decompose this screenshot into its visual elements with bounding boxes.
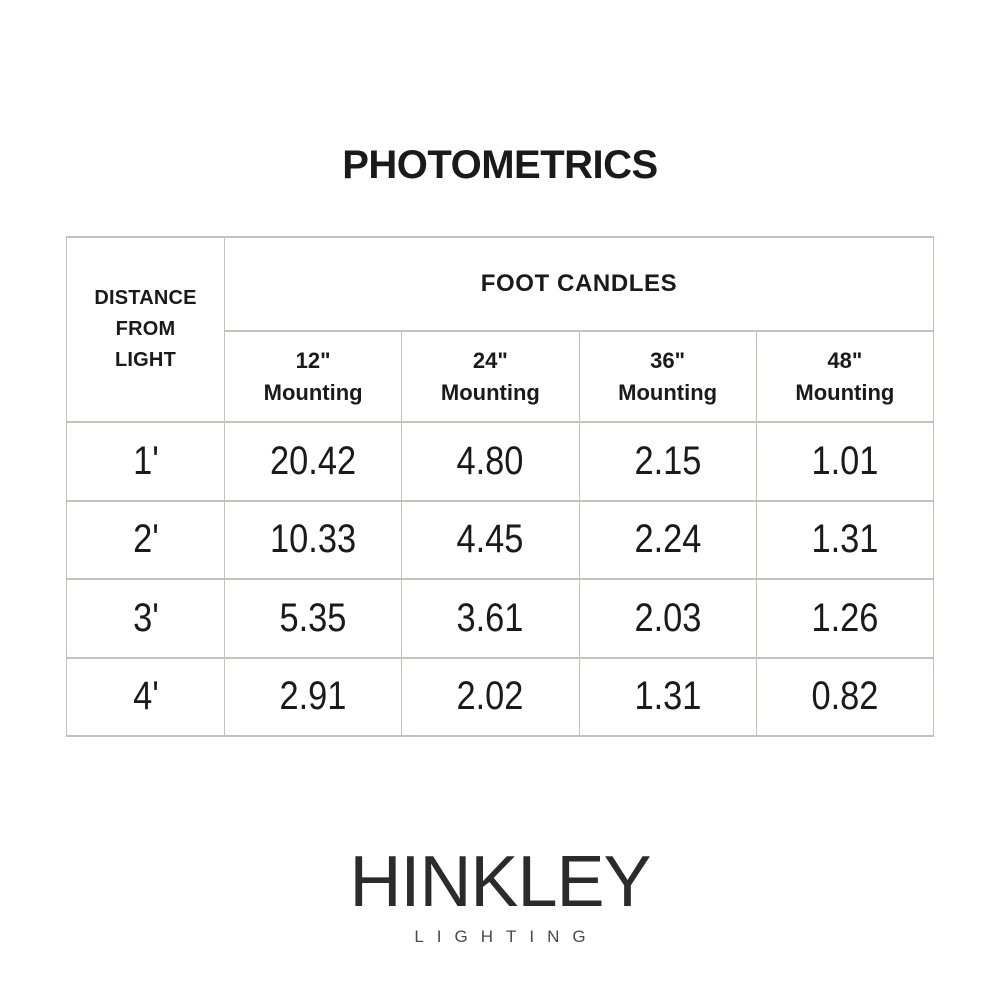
foot-candles-cell: 2.24 (578, 499, 757, 580)
mounting-word-label: Mounting (440, 379, 540, 405)
foot-candles-cell: 1.31 (755, 499, 935, 580)
brand-wordmark: HINKLEY (349, 842, 651, 922)
foot-candles-cell: 0.82 (755, 656, 935, 737)
distance-cell: 2' (66, 499, 225, 580)
foot-candles-value: 2.02 (456, 674, 524, 719)
foot-candles-cell: 2.15 (578, 421, 757, 502)
foot-candles-value: 1.01 (811, 438, 879, 483)
foot-candles-value: 2.03 (634, 595, 702, 640)
foot-candles-value: 4.45 (456, 517, 524, 562)
column-header-48in-mounting: 48" Mounting (755, 330, 935, 423)
table-header-row-group: DISTANCE FROM LIGHT FOOT CANDLES (66, 236, 934, 423)
hinkley-logo: HINKLEY LIGHTING (0, 846, 1000, 947)
foot-candles-cell: 1.01 (755, 421, 935, 502)
table-row: 4' 2.91 2.02 1.31 0.82 (66, 656, 935, 737)
distance-value: 1' (132, 438, 159, 483)
mounting-size-label: 12" (295, 347, 331, 373)
foot-candles-value: 20.42 (270, 438, 357, 483)
mounting-size-label: 24" (472, 347, 508, 373)
foot-candles-cell: 5.35 (223, 578, 403, 659)
foot-candles-cell: 2.02 (401, 656, 580, 737)
foot-candles-group-header: FOOT CANDLES (224, 236, 934, 332)
brand-subtitle: LIGHTING (414, 927, 599, 946)
foot-candles-cell: 2.91 (223, 656, 403, 737)
foot-candles-cell: 3.61 (401, 578, 580, 659)
table-row: 2' 10.33 4.45 2.24 1.31 (66, 499, 935, 580)
table-row: 3' 5.35 3.61 2.03 1.26 (66, 578, 935, 659)
distance-header-line: LIGHT (115, 349, 176, 371)
foot-candles-value: 1.26 (811, 595, 879, 640)
foot-candles-value: 5.35 (279, 595, 347, 640)
foot-candles-value: 4.80 (456, 438, 524, 483)
page-title: PHOTOMETRICS (342, 143, 658, 187)
column-header-12in-mounting: 12" Mounting (223, 330, 403, 423)
foot-candles-cell: 4.80 (401, 421, 580, 502)
distance-value: 3' (132, 595, 159, 640)
foot-candles-cell: 10.33 (223, 499, 403, 580)
table-header-row-columns: 12" Mounting 24" Mounting 36" Mounting 4… (67, 330, 935, 423)
mounting-word-label: Mounting (263, 379, 363, 405)
distance-cell: 3' (66, 578, 225, 659)
distance-value: 4' (132, 674, 159, 719)
foot-candles-value: 2.24 (634, 517, 702, 562)
distance-from-light-header: DISTANCE FROM LIGHT (66, 236, 225, 423)
foot-candles-cell: 1.26 (755, 578, 935, 659)
foot-candles-value: 3.61 (456, 595, 524, 640)
mounting-size-label: 48" (827, 347, 863, 373)
column-header-36in-mounting: 36" Mounting (578, 330, 757, 423)
foot-candles-cell: 2.03 (578, 578, 757, 659)
distance-cell: 4' (66, 656, 225, 737)
mounting-word-label: Mounting (795, 379, 895, 405)
foot-candles-cell: 4.45 (401, 499, 580, 580)
mounting-size-label: 36" (650, 347, 686, 373)
foot-candles-value: 1.31 (634, 674, 702, 719)
distance-value: 2' (132, 517, 159, 562)
foot-candles-cell: 20.42 (223, 421, 403, 502)
photometrics-table: DISTANCE FROM LIGHT FOOT CANDLES 12" Mou… (66, 236, 935, 737)
foot-candles-cell: 1.31 (578, 656, 757, 737)
mounting-word-label: Mounting (618, 379, 718, 405)
foot-candles-value: 1.31 (811, 517, 879, 562)
foot-candles-value: 0.82 (811, 674, 879, 719)
distance-header-line: FROM (115, 318, 176, 340)
distance-header-line: DISTANCE (94, 287, 197, 309)
foot-candles-value: 2.91 (279, 674, 347, 719)
distance-cell: 1' (66, 421, 225, 502)
column-header-24in-mounting: 24" Mounting (401, 330, 580, 423)
foot-candles-value: 2.15 (634, 438, 702, 483)
foot-candles-value: 10.33 (270, 517, 357, 562)
photometrics-table-container: DISTANCE FROM LIGHT FOOT CANDLES 12" Mou… (66, 236, 935, 737)
table-row: 1' 20.42 4.80 2.15 1.01 (66, 421, 935, 502)
